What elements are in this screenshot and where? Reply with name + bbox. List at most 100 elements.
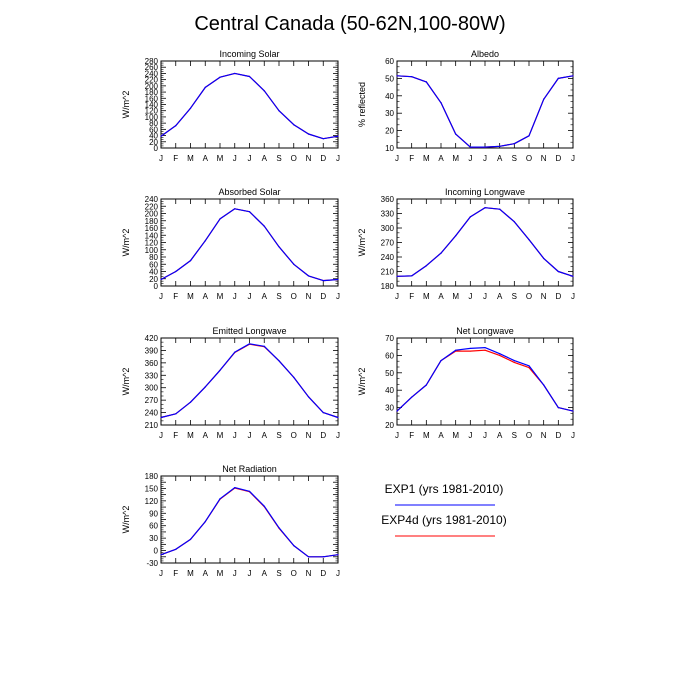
data-point-exp1 [396, 75, 398, 77]
data-point-exp1 [425, 265, 427, 267]
data-point-exp1 [248, 211, 251, 213]
data-point-exp1 [219, 369, 221, 371]
x-tick-label: A [497, 292, 503, 301]
panel-title: Emitted Longwave [212, 326, 286, 336]
data-point-exp1 [557, 77, 559, 79]
y-axis-label: W/m^2 [121, 506, 131, 534]
panel-emitted-longwave: Emitted Longwave W/m^2 210 240 270 300 330 360 3… [121, 326, 340, 440]
x-tick-label: D [320, 431, 326, 440]
y-tick-label: 180 [145, 88, 159, 97]
y-tick-label: 20 [385, 127, 394, 136]
data-point-exp1 [528, 239, 530, 241]
y-tick-label: 100 [145, 246, 159, 255]
series-line-exp4d [396, 75, 574, 148]
data-point-exp1 [528, 135, 530, 137]
data-point-exp1 [455, 349, 457, 351]
y-tick-label: 90 [149, 509, 158, 518]
series-line-exp1 [160, 72, 339, 140]
x-tick-label: N [306, 431, 312, 440]
panel-title: Net Longwave [456, 326, 514, 336]
data-point-exp1 [469, 146, 471, 148]
x-tick-label: N [541, 292, 547, 301]
x-tick-label: M [187, 154, 194, 163]
y-tick-label: 160 [145, 94, 159, 103]
x-tick-label: J [571, 292, 575, 301]
data-point-exp1 [160, 278, 162, 281]
x-tick-label: N [306, 154, 312, 163]
y-tick-label: 0 [154, 144, 159, 153]
y-tick-label: 210 [381, 268, 395, 277]
y-tick-label: 30 [149, 534, 158, 543]
data-point-exp1 [307, 556, 310, 558]
legend-item-exp1: EXP1 (yrs 1981-2010) [385, 482, 503, 506]
data-point-exp1 [484, 207, 486, 209]
x-tick-label: A [497, 431, 503, 440]
data-point-exp1 [248, 343, 251, 345]
data-point-exp1 [411, 396, 413, 398]
y-tick-label: 120 [145, 107, 159, 116]
x-tick-label: A [438, 292, 444, 301]
data-point-exp1 [484, 346, 486, 349]
data-point-exp1 [411, 275, 413, 277]
data-point-exp1 [307, 133, 310, 135]
panel-incoming-solar: Incoming Solar W/m^2 020406080100120140160… [121, 49, 340, 163]
x-tick-label: S [276, 569, 281, 578]
x-tick-label: N [541, 431, 547, 440]
data-point-exp1 [160, 554, 162, 556]
figure-title: Central Canada (50-62N,100-80W) [194, 13, 505, 35]
data-point-exp1 [234, 487, 236, 489]
data-point-exp1 [263, 90, 265, 92]
x-tick-label: J [483, 154, 487, 163]
data-point-exp1 [469, 347, 471, 350]
y-tick-label: 0 [154, 282, 159, 291]
data-point-exp1 [513, 143, 515, 145]
panel-title: Albedo [471, 49, 499, 59]
x-tick-label: M [217, 569, 224, 578]
y-tick-label: 60 [385, 57, 394, 66]
data-point-exp1 [263, 225, 265, 227]
y-tick-label: -30 [146, 559, 158, 568]
x-tick-label: J [159, 431, 163, 440]
data-point-exp1 [440, 102, 442, 104]
plot-frame [396, 337, 574, 426]
x-tick-label: A [262, 154, 268, 163]
x-tick-label: J [159, 292, 163, 301]
plot-frame [396, 60, 574, 149]
x-tick-label: O [291, 569, 297, 578]
data-point-exp1 [293, 545, 295, 547]
x-tick-label: F [173, 292, 178, 301]
data-point-exp1 [293, 124, 295, 126]
x-tick-label: A [438, 431, 444, 440]
x-tick-label: J [395, 292, 399, 301]
y-axis-label: W/m^2 [121, 91, 131, 119]
y-tick-label: 40 [149, 132, 158, 141]
data-point-exp1 [322, 138, 324, 140]
data-point-exp1 [160, 135, 162, 137]
y-tick-label: 40 [385, 92, 394, 101]
y-tick-label: 360 [381, 195, 395, 204]
x-tick-label: J [483, 431, 487, 440]
plot-frame [160, 475, 339, 564]
x-tick-label: J [336, 431, 340, 440]
series-line-exp1 [160, 487, 339, 558]
x-tick-label: F [409, 292, 414, 301]
data-point-exp4d [513, 361, 515, 363]
data-point-exp1 [322, 279, 324, 282]
y-tick-label: 240 [145, 409, 159, 418]
x-tick-label: J [248, 569, 252, 578]
data-point-exp1 [189, 107, 192, 109]
data-point-exp1 [278, 360, 280, 362]
x-tick-label: O [291, 154, 297, 163]
series-line-exp1 [396, 75, 574, 148]
x-tick-label: N [306, 569, 312, 578]
x-tick-label: O [526, 431, 532, 440]
data-point-exp1 [204, 86, 206, 89]
y-tick-label: 60 [149, 522, 158, 531]
y-tick-label: 240 [145, 69, 159, 78]
y-tick-label: 0 [154, 547, 159, 556]
data-point-exp1 [499, 145, 501, 147]
data-point-exp1 [204, 386, 206, 388]
